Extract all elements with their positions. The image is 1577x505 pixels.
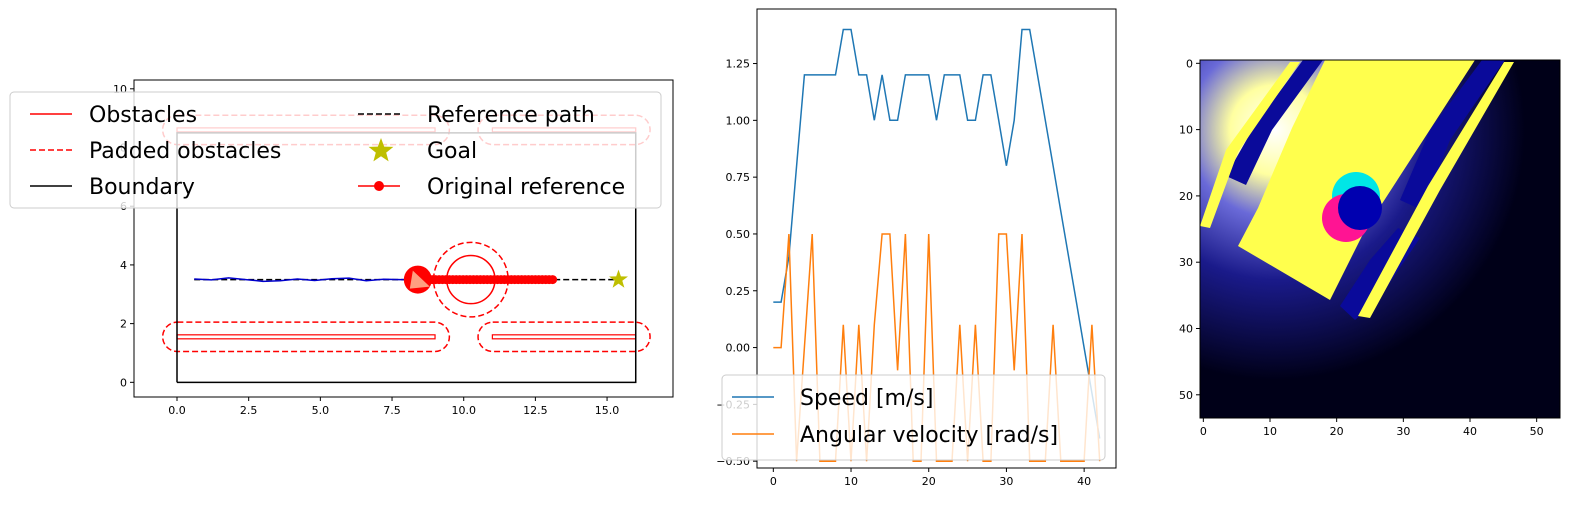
velocity-y-tick-label-0.50: 0.50 bbox=[726, 228, 751, 241]
image-stripe-left bbox=[1200, 62, 1300, 228]
velocity-x-tick-label-30: 30 bbox=[999, 475, 1013, 488]
robot-trajectory bbox=[194, 277, 415, 283]
image-x-ticks: 0 10 20 30 40 50 bbox=[1200, 418, 1544, 438]
dynamic-obstacle-padded bbox=[432, 241, 509, 318]
map-y-tick-label-0: 0 bbox=[120, 376, 127, 389]
velocity-legend-frame bbox=[721, 374, 1106, 461]
map-panel: 0.02.55.07.510.012.515.0 0246810 Obstacl… bbox=[9, 79, 674, 417]
legend-goal-label: Goal bbox=[427, 139, 477, 164]
image-y-tick-label-40: 40 bbox=[1179, 323, 1193, 336]
image-panel: 0 10 20 30 40 50 0 10 20 30 40 50 bbox=[1179, 57, 1561, 438]
image-robot-body bbox=[1338, 186, 1382, 230]
legend-padded-obstacles-label: Padded obstacles bbox=[89, 139, 281, 164]
velocity-x-tick-label-0: 0 bbox=[770, 475, 777, 488]
legend-angular-velocity-label: Angular velocity [rad/s] bbox=[800, 423, 1058, 448]
velocity-x-tick-label-20: 20 bbox=[922, 475, 936, 488]
original-reference-point-35 bbox=[548, 275, 558, 285]
image-wall-right-upper bbox=[1400, 60, 1505, 210]
velocity-x-ticks: 0 10 20 30 40 bbox=[770, 468, 1091, 488]
image-y-ticks: 0 10 20 30 40 50 bbox=[1179, 57, 1200, 402]
map-y-tick-label-2: 2 bbox=[120, 318, 127, 331]
image-y-tick-label-10: 10 bbox=[1179, 124, 1193, 137]
map-x-tick-label-5.0: 5.0 bbox=[312, 404, 330, 417]
goal-star bbox=[609, 269, 628, 288]
map-x-tick-label-0.0: 0.0 bbox=[168, 404, 186, 417]
image-heatmap bbox=[1200, 60, 1560, 418]
image-y-tick-label-20: 20 bbox=[1179, 190, 1193, 203]
padded-obstacle-0 bbox=[161, 321, 451, 353]
obstacle-1 bbox=[491, 334, 637, 340]
legend-obstacles-label: Obstacles bbox=[89, 103, 197, 128]
image-y-tick-label-0: 0 bbox=[1186, 57, 1193, 70]
map-x-tick-label-10.0: 10.0 bbox=[451, 404, 476, 417]
image-x-tick-label-30: 30 bbox=[1396, 425, 1410, 438]
legend-original-reference-label: Original reference bbox=[427, 175, 625, 200]
image-stripe-right bbox=[1358, 62, 1514, 318]
legend-boundary-label: Boundary bbox=[89, 175, 195, 200]
velocity-plot-area bbox=[773, 28, 1101, 462]
image-x-tick-label-10: 10 bbox=[1263, 425, 1277, 438]
map-legend: Obstacles Padded obstacles Boundary Refe… bbox=[9, 91, 662, 209]
legend-reference-path-label: Reference path bbox=[427, 103, 595, 128]
image-x-tick-label-40: 40 bbox=[1463, 425, 1477, 438]
image-wall-left-upper bbox=[1226, 60, 1323, 185]
velocity-y-tick-label-0.00: 0.00 bbox=[726, 342, 751, 355]
series-angular-velocity-line bbox=[773, 233, 1101, 462]
dynamic-obstacle bbox=[446, 254, 496, 305]
velocity-y-tick-label-0.75: 0.75 bbox=[726, 171, 751, 184]
legend-original-reference-dot bbox=[374, 181, 384, 191]
series-speed-line bbox=[773, 28, 1101, 439]
velocity-legend: Speed [m/s] Angular velocity [rad/s] bbox=[721, 374, 1106, 461]
map-x-tick-label-12.5: 12.5 bbox=[523, 404, 548, 417]
map-x-tick-label-2.5: 2.5 bbox=[240, 404, 258, 417]
map-x-ticks: 0.0 2.5 5.0 7.5 10.0 12.5 15.0 bbox=[168, 397, 619, 417]
image-x-tick-label-0: 0 bbox=[1200, 425, 1207, 438]
robot-heading bbox=[409, 270, 430, 289]
velocity-y-tick-label-1.25: 1.25 bbox=[726, 58, 751, 71]
padded-obstacle-1 bbox=[477, 321, 651, 353]
velocity-x-tick-label-10: 10 bbox=[844, 475, 858, 488]
velocity-x-tick-label-40: 40 bbox=[1077, 475, 1091, 488]
map-legend-frame bbox=[9, 91, 662, 209]
obstacle-0 bbox=[176, 334, 436, 340]
map-y-tick-label-4: 4 bbox=[120, 259, 127, 272]
map-x-tick-label-7.5: 7.5 bbox=[383, 404, 401, 417]
image-x-tick-label-20: 20 bbox=[1330, 425, 1344, 438]
legend-speed-label: Speed [m/s] bbox=[800, 386, 933, 411]
image-y-tick-label-30: 30 bbox=[1179, 256, 1193, 269]
map-x-tick-label-15.0: 15.0 bbox=[595, 404, 620, 417]
image-x-tick-label-50: 50 bbox=[1530, 425, 1544, 438]
image-axes-frame bbox=[1199, 59, 1561, 419]
velocity-y-tick-label-0.25: 0.25 bbox=[726, 285, 751, 298]
map-axes-frame bbox=[133, 79, 674, 398]
image-y-tick-label-50: 50 bbox=[1179, 389, 1193, 402]
velocity-axes-frame bbox=[756, 8, 1117, 469]
legend-goal-swatch bbox=[368, 138, 394, 162]
velocity-y-tick-label-1.00: 1.00 bbox=[726, 114, 751, 127]
